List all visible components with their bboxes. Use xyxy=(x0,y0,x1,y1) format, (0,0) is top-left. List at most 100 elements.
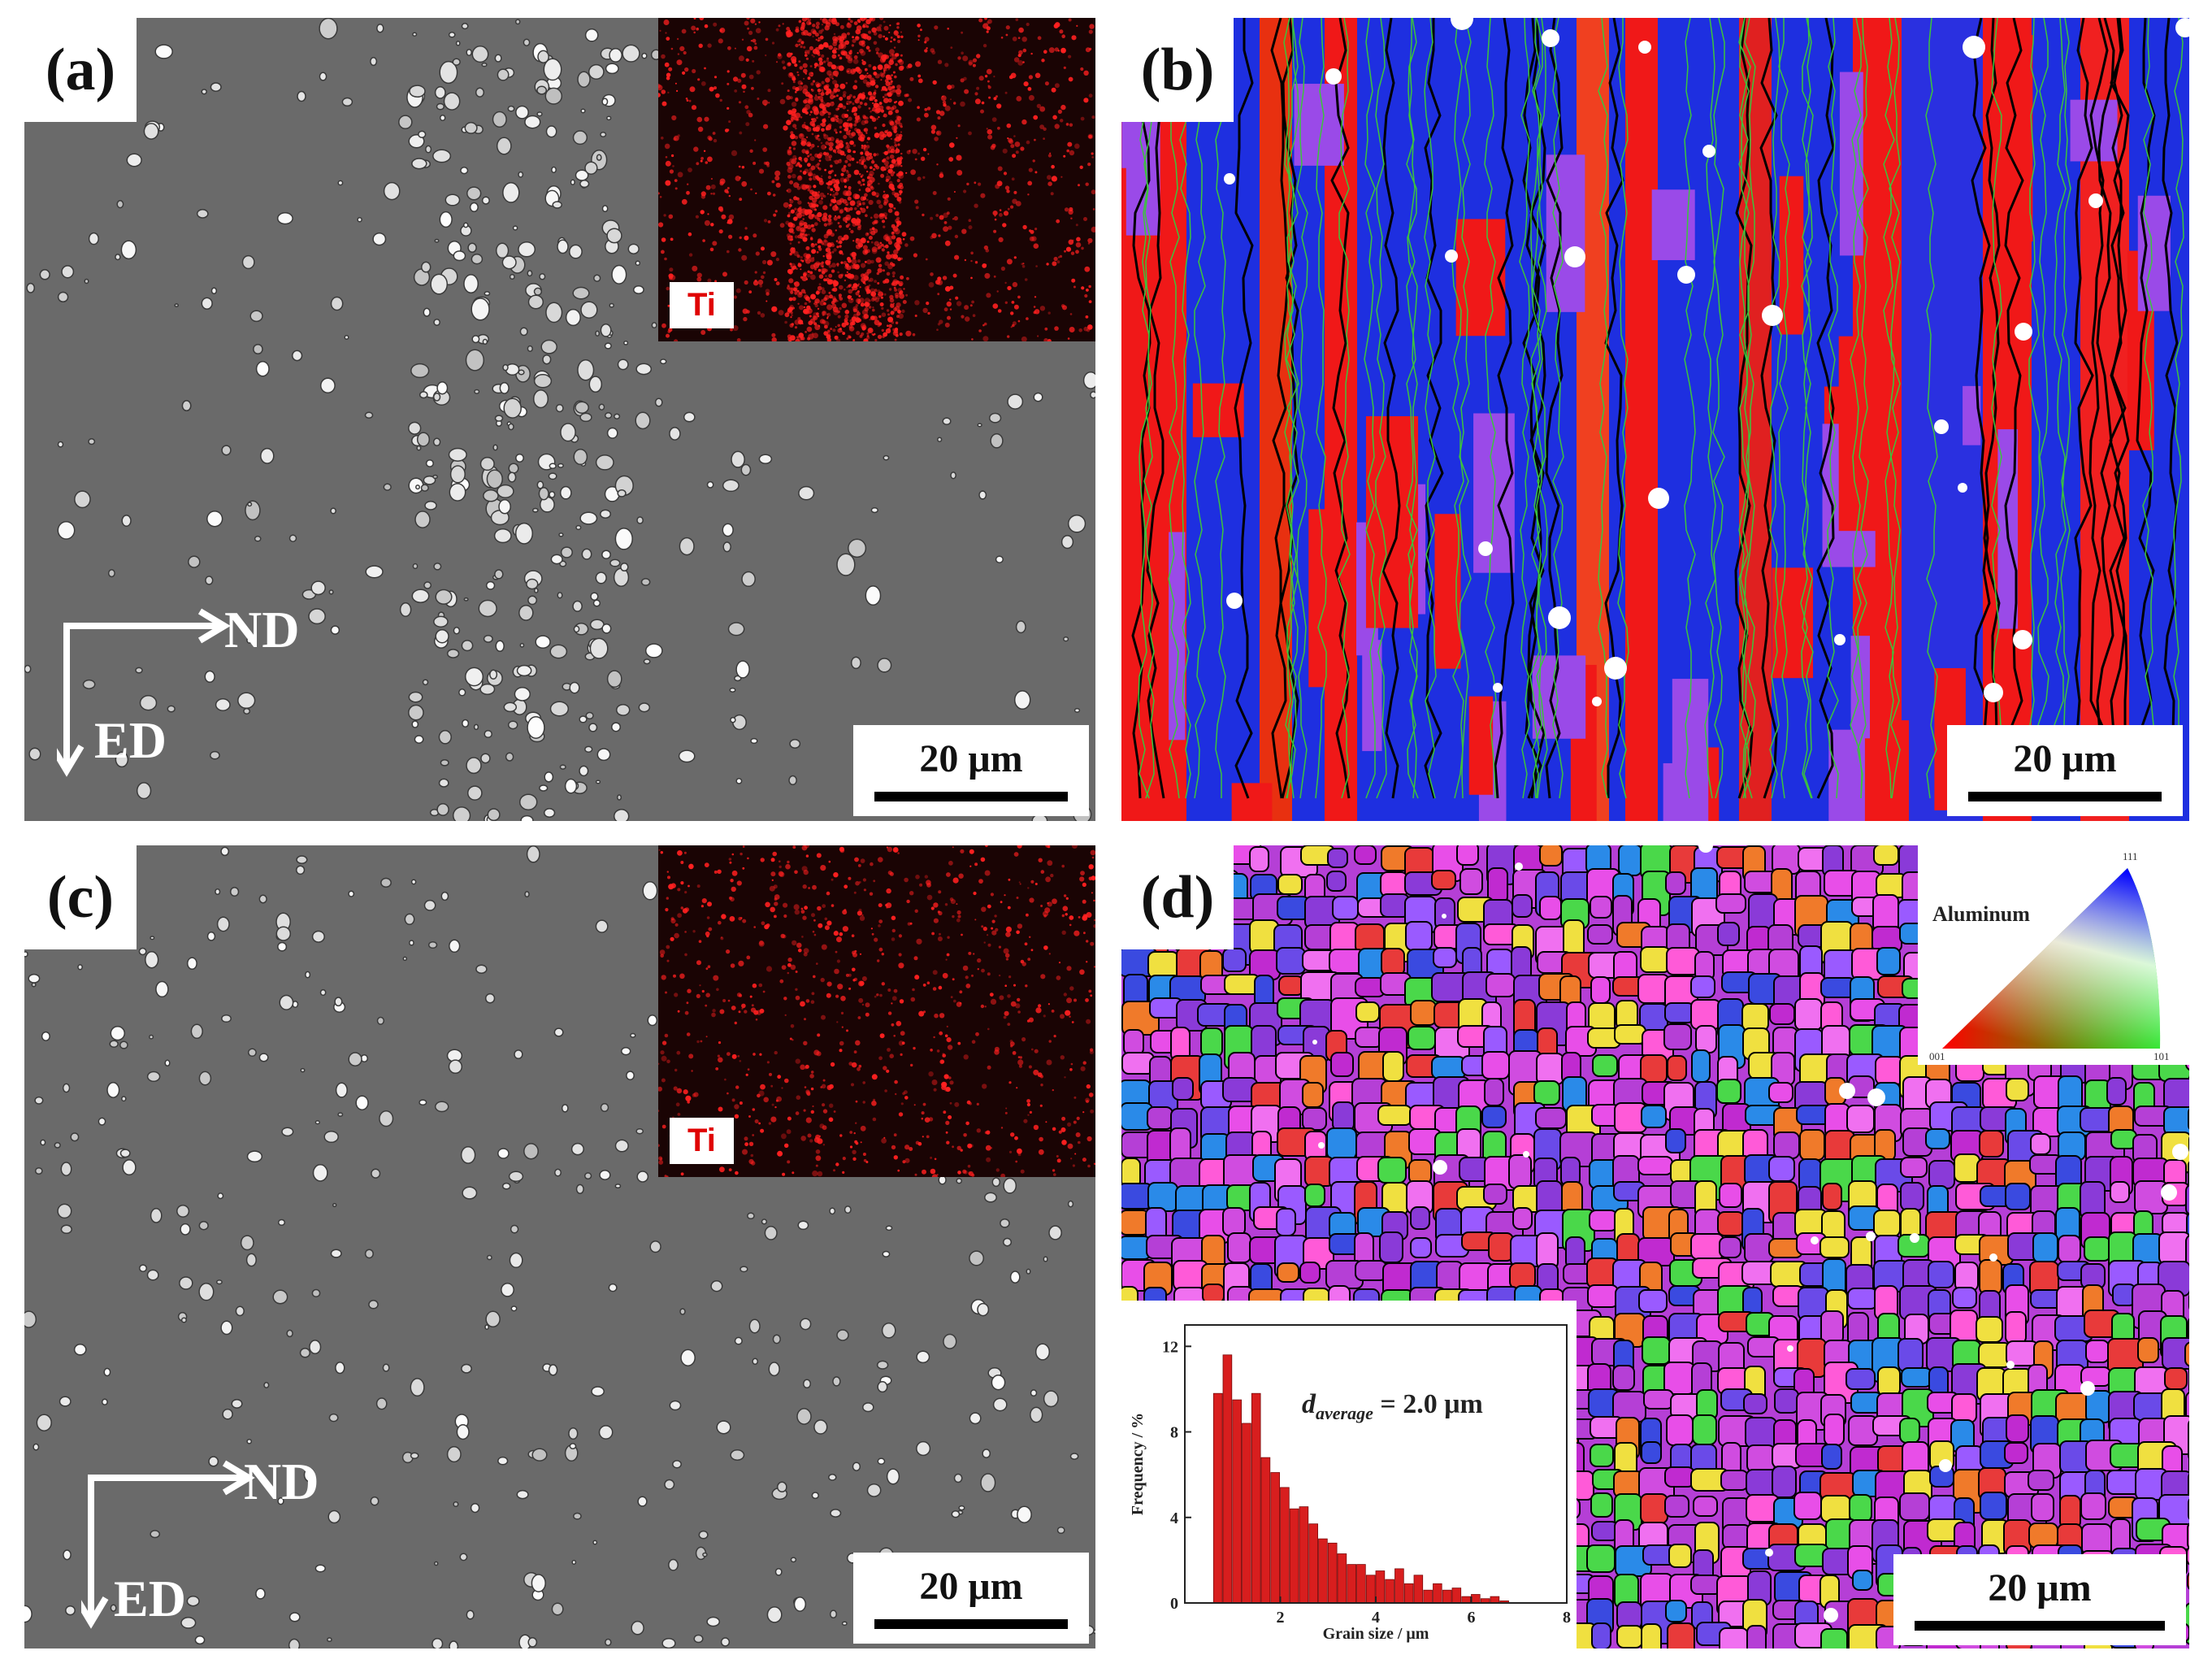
particle xyxy=(561,1104,569,1113)
ti-signal-dot xyxy=(1034,138,1036,141)
ti-signal-dot xyxy=(1014,1136,1018,1140)
ti-signal-dot xyxy=(812,30,817,35)
particle xyxy=(376,1016,385,1025)
ti-signal-dot xyxy=(786,52,792,58)
ti-signal-dot xyxy=(664,257,667,261)
grain xyxy=(2110,1181,2130,1203)
ti-signal-dot xyxy=(893,38,896,41)
ti-signal-dot xyxy=(846,203,848,206)
ti-signal-dot xyxy=(896,179,900,183)
ti-signal-dot xyxy=(880,166,886,172)
particle xyxy=(1056,1526,1065,1535)
ti-signal-dot xyxy=(823,331,829,336)
ti-signal-dot xyxy=(897,193,900,196)
ti-signal-dot xyxy=(787,206,791,210)
particle xyxy=(462,719,470,728)
ti-signal-dot xyxy=(796,162,800,166)
particle xyxy=(480,753,491,764)
ti-signal-dot xyxy=(971,974,974,977)
ti-signal-dot xyxy=(883,212,888,217)
ti-signal-dot xyxy=(893,30,898,35)
ti-signal-dot xyxy=(1005,926,1012,932)
particle xyxy=(446,1446,462,1463)
ti-signal-dot xyxy=(706,916,710,919)
ti-signal-dot xyxy=(1084,293,1088,298)
ti-signal-dot xyxy=(715,1067,719,1071)
ti-signal-dot xyxy=(718,1106,723,1112)
ti-signal-dot xyxy=(926,106,931,111)
particle xyxy=(570,179,575,185)
ti-signal-dot xyxy=(807,188,811,192)
ti-signal-dot xyxy=(824,917,828,921)
ti-signal-dot xyxy=(895,148,900,154)
ti-signal-dot xyxy=(890,40,892,43)
ti-signal-dot xyxy=(852,150,857,154)
ti-signal-dot xyxy=(860,1141,862,1144)
ti-signal-dot xyxy=(684,953,687,957)
ti-signal-dot xyxy=(866,241,870,243)
ti-signal-dot xyxy=(891,191,896,196)
ti-signal-dot xyxy=(980,1004,985,1009)
particle xyxy=(404,913,415,925)
ti-signal-dot xyxy=(837,235,843,241)
ti-signal-dot xyxy=(952,273,957,278)
ti-signal-dot xyxy=(1093,919,1095,922)
particle xyxy=(507,720,518,730)
ti-signal-dot xyxy=(846,169,848,172)
low-angle-boundary xyxy=(1406,18,1418,799)
ti-signal-dot xyxy=(750,18,756,24)
ti-signal-dot xyxy=(865,97,869,100)
ti-signal-dot xyxy=(800,1064,805,1071)
particle xyxy=(88,438,96,445)
ti-signal-dot xyxy=(793,118,796,121)
ti-signal-dot xyxy=(896,22,899,25)
ti-signal-dot xyxy=(709,247,714,252)
particle xyxy=(34,1166,43,1175)
ti-signal-dot xyxy=(700,157,704,160)
particle xyxy=(492,444,498,451)
ti-signal-dot xyxy=(1026,1102,1030,1107)
ti-signal-dot xyxy=(988,96,991,99)
ti-signal-dot xyxy=(893,1133,897,1137)
particle xyxy=(337,1112,344,1117)
ti-signal-dot xyxy=(889,154,895,159)
particle xyxy=(277,941,288,952)
particle xyxy=(247,1048,257,1058)
ti-signal-dot xyxy=(902,1092,905,1096)
ti-signal-dot xyxy=(796,942,802,949)
particle xyxy=(620,1047,631,1056)
ti-signal-dot xyxy=(813,332,818,339)
ti-signal-dot xyxy=(809,318,816,324)
ti-signal-dot xyxy=(811,913,815,918)
particle xyxy=(461,640,474,652)
particle xyxy=(1060,535,1074,549)
ti-signal-dot xyxy=(827,180,833,185)
ti-signal-dot xyxy=(700,210,705,215)
ti-signal-dot xyxy=(843,134,848,140)
ti-distribution-c xyxy=(658,845,1095,1177)
ti-signal-dot xyxy=(973,953,975,955)
axis-label-nd-a: ND xyxy=(224,601,300,658)
ti-signal-dot xyxy=(1017,295,1021,299)
ti-signal-dot xyxy=(871,117,877,122)
particle xyxy=(379,1110,394,1127)
particle xyxy=(1063,636,1069,642)
particle xyxy=(750,737,758,745)
ti-signal-dot xyxy=(873,332,876,336)
ti-signal-dot xyxy=(957,124,961,128)
ti-signal-dot xyxy=(776,1096,782,1102)
ti-signal-dot xyxy=(848,973,852,977)
ti-signal-dot xyxy=(879,57,886,63)
particle xyxy=(710,1280,723,1292)
ti-signal-dot xyxy=(793,216,798,221)
ti-signal-dot xyxy=(899,193,902,196)
ti-signal-dot xyxy=(825,141,830,146)
ti-signal-dot xyxy=(702,239,705,242)
ti-signal-dot xyxy=(804,121,806,124)
ti-signal-dot xyxy=(699,18,705,20)
ti-signal-dot xyxy=(960,1149,963,1152)
ti-signal-dot xyxy=(733,295,737,299)
particle xyxy=(698,1530,709,1540)
ti-signal-dot xyxy=(680,881,684,885)
ti-signal-dot xyxy=(1012,37,1017,41)
